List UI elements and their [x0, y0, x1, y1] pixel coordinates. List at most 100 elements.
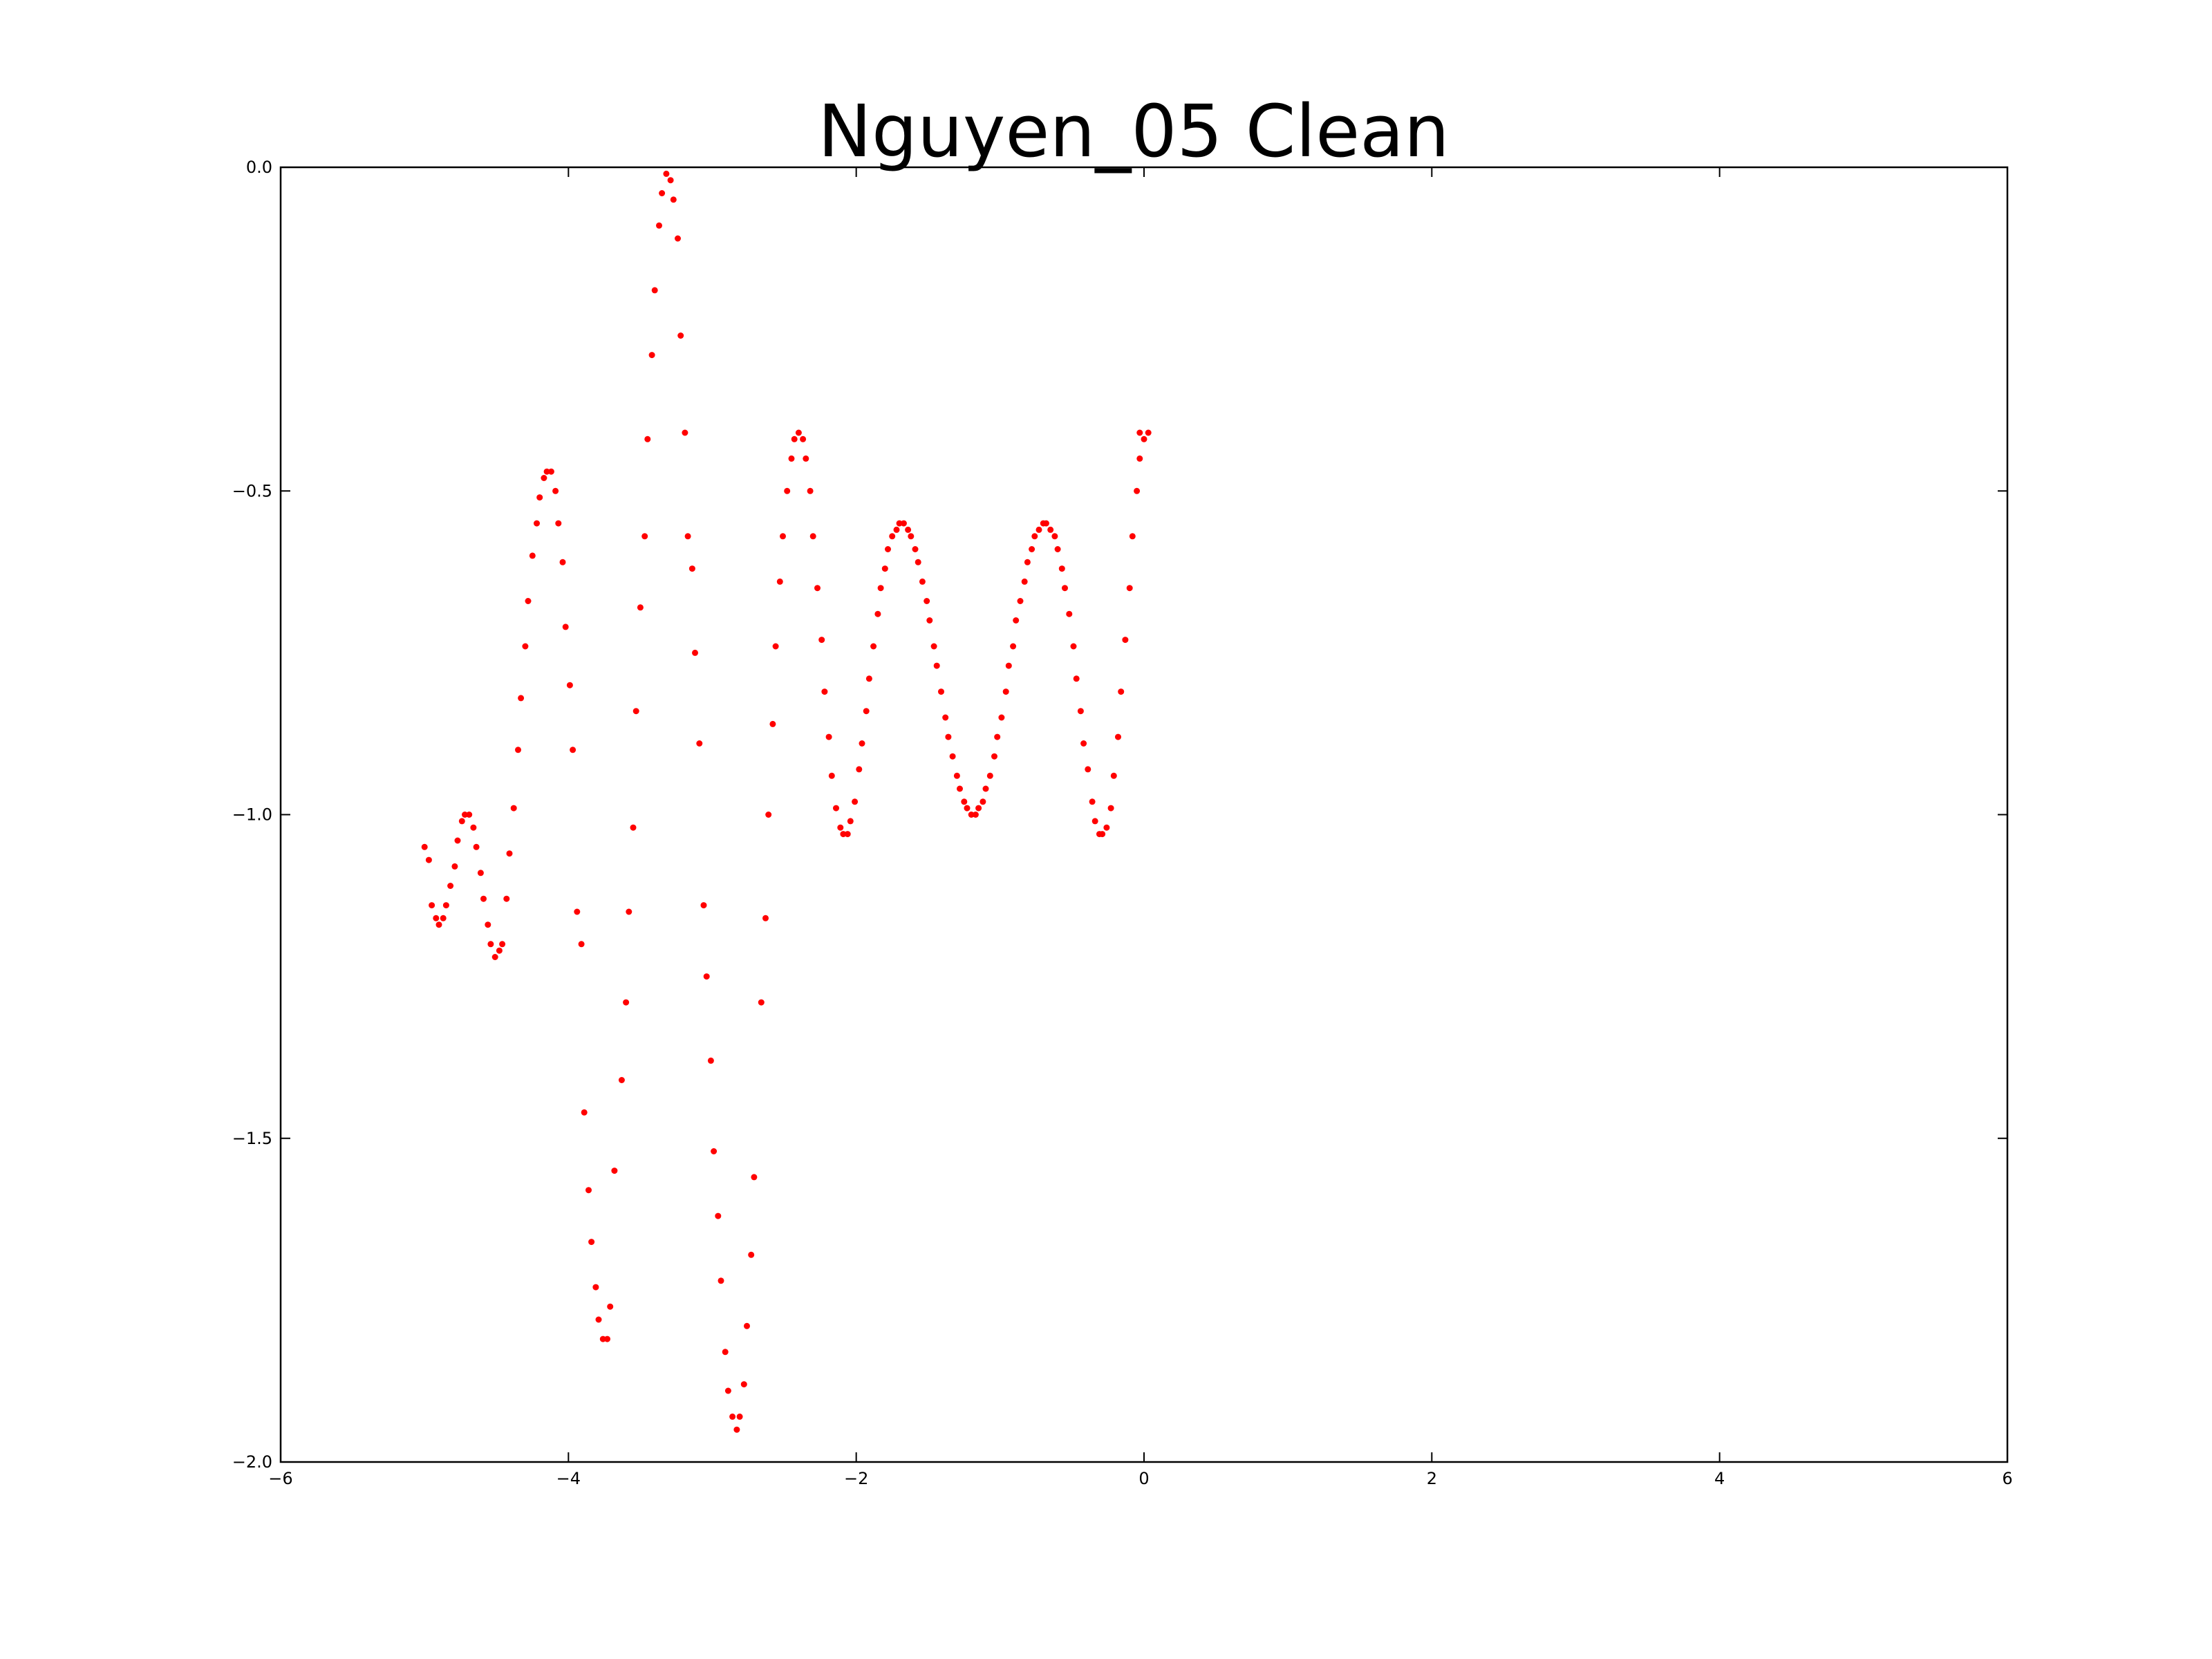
data-point — [780, 533, 786, 540]
data-point — [722, 1349, 729, 1356]
data-point — [466, 812, 473, 818]
data-point — [578, 941, 585, 948]
data-point — [1035, 526, 1042, 533]
y-tick-label: −2.0 — [232, 1452, 272, 1472]
data-point — [623, 999, 630, 1006]
data-point — [433, 915, 440, 921]
data-point — [585, 1187, 592, 1194]
data-point — [1122, 637, 1129, 644]
data-point — [821, 688, 828, 695]
data-point — [421, 843, 428, 850]
data-point — [1141, 435, 1147, 442]
data-point — [1005, 662, 1012, 669]
data-point — [930, 643, 937, 650]
data-point — [833, 805, 839, 812]
data-point — [1080, 740, 1087, 747]
data-point — [776, 578, 783, 585]
axis-ticks — [280, 167, 2008, 1463]
data-point — [454, 837, 461, 844]
data-point — [440, 915, 447, 921]
y-tick-label: −1.5 — [232, 1129, 272, 1148]
x-tick-label: 0 — [1138, 1469, 1149, 1488]
data-point — [807, 487, 814, 494]
data-point — [1042, 520, 1049, 527]
data-point — [718, 1277, 724, 1284]
data-point — [896, 520, 903, 527]
data-point — [982, 785, 989, 792]
data-point — [1013, 617, 1020, 624]
data-point — [715, 1212, 722, 1219]
data-point — [724, 1387, 731, 1394]
data-point — [744, 1322, 750, 1329]
data-point — [837, 824, 844, 831]
data-point — [462, 812, 468, 818]
data-point — [1085, 766, 1091, 773]
data-point — [1134, 487, 1141, 494]
data-point — [651, 287, 658, 294]
data-point — [938, 688, 944, 695]
data-point — [942, 714, 949, 721]
data-point — [1103, 824, 1110, 831]
data-point — [863, 708, 870, 715]
data-point — [1091, 818, 1098, 825]
data-point — [736, 1413, 743, 1420]
data-point — [915, 559, 921, 565]
data-point — [945, 733, 952, 740]
data-point — [800, 435, 807, 442]
data-point — [684, 533, 691, 540]
data-point — [682, 429, 688, 436]
data-point — [1110, 772, 1117, 779]
data-point — [566, 682, 573, 688]
data-point — [877, 585, 884, 592]
axis-tick-labels: −6 −4 −2 0 2 4 6 0.0 −0.5 −1.0 −1.5 −2.0 — [232, 158, 2013, 1488]
data-point — [1054, 546, 1061, 552]
data-point — [435, 921, 442, 928]
data-point — [499, 941, 506, 948]
data-point — [559, 559, 566, 565]
data-point — [991, 753, 997, 760]
data-point — [630, 824, 637, 831]
data-point — [688, 565, 695, 572]
data-point — [865, 675, 872, 682]
data-point — [555, 520, 562, 527]
data-point — [656, 222, 662, 229]
data-point — [425, 856, 432, 863]
data-point — [534, 520, 540, 527]
data-point — [968, 812, 975, 818]
data-point — [536, 494, 543, 501]
data-point — [485, 921, 491, 928]
data-point — [758, 999, 765, 1006]
data-point — [648, 352, 655, 359]
data-point — [529, 552, 536, 559]
data-point — [803, 455, 809, 462]
data-point — [919, 578, 926, 585]
data-point — [1118, 688, 1125, 695]
data-point — [814, 585, 821, 592]
data-point — [659, 190, 666, 196]
data-point — [788, 455, 795, 462]
data-point — [581, 1109, 588, 1116]
data-point — [637, 604, 644, 611]
data-point — [972, 812, 979, 818]
data-point — [543, 468, 550, 475]
data-point — [729, 1413, 736, 1420]
data-point — [663, 170, 670, 177]
data-point — [953, 772, 960, 779]
data-point — [470, 824, 477, 831]
data-point — [889, 533, 896, 540]
data-point — [1047, 526, 1054, 533]
data-point — [1107, 805, 1114, 812]
data-point — [975, 805, 982, 812]
data-point — [491, 954, 498, 960]
data-points — [421, 170, 1152, 1433]
data-point — [604, 1335, 610, 1342]
data-point — [458, 818, 465, 825]
data-point — [607, 1303, 614, 1310]
data-point — [670, 196, 677, 203]
data-point — [1051, 533, 1058, 540]
data-point — [791, 435, 798, 442]
data-point — [1021, 578, 1028, 585]
data-point — [1073, 675, 1080, 682]
data-point — [1089, 798, 1096, 805]
